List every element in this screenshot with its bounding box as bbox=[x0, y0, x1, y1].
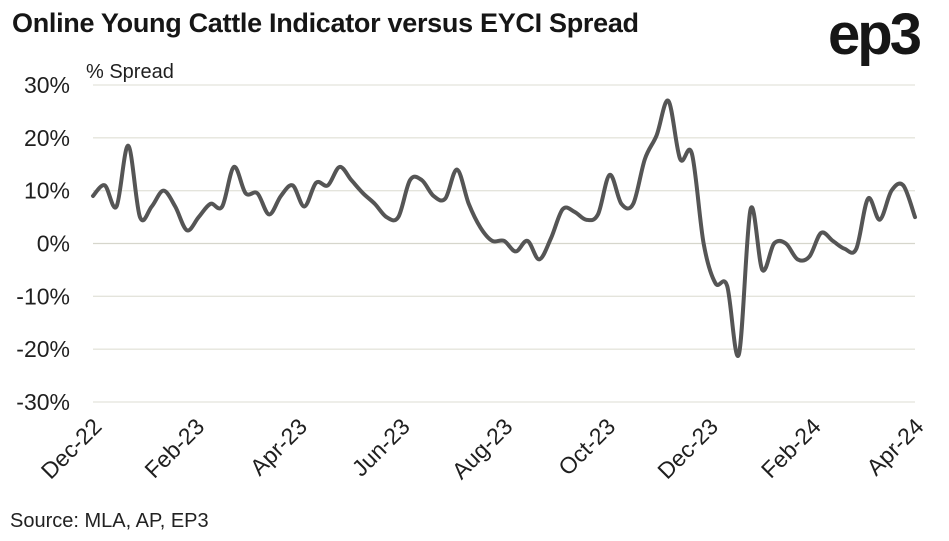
x-tick-label: Jun-23 bbox=[347, 413, 415, 481]
y-tick-label: 0% bbox=[37, 231, 70, 257]
series-layer bbox=[91, 98, 917, 358]
chart-title: Online Young Cattle Indicator versus EYC… bbox=[12, 8, 639, 38]
y-tick-label: 10% bbox=[24, 178, 70, 204]
x-tick-label: Feb-24 bbox=[756, 413, 826, 483]
x-tick-label: Apr-23 bbox=[245, 413, 312, 480]
gridlines bbox=[93, 84, 915, 403]
x-tick-label: Feb-23 bbox=[139, 413, 209, 483]
y-tick-label: -10% bbox=[16, 283, 70, 309]
y-tick-label: 30% bbox=[24, 72, 70, 98]
y-tick-label: 20% bbox=[24, 125, 70, 151]
source-note: Source: MLA, AP, EP3 bbox=[10, 510, 209, 532]
x-tick-label: Dec-22 bbox=[36, 413, 107, 484]
x-tick-label: Oct-23 bbox=[553, 413, 620, 480]
x-tick-label: Aug-23 bbox=[447, 413, 518, 484]
x-tick-label: Dec-23 bbox=[652, 413, 723, 484]
ep3-logo: ep3 bbox=[828, 2, 922, 67]
y-tick-label: -30% bbox=[16, 389, 70, 415]
series-line bbox=[91, 98, 917, 358]
x-axis-ticks: Dec-22 Feb-23 Apr-23 Jun-23 Aug-23 Oct-23 Dec-… bbox=[36, 413, 929, 484]
y-axis-unit-label: % Spread bbox=[86, 61, 174, 83]
y-tick-label: -20% bbox=[16, 336, 70, 362]
y-axis-ticks: 30% 20% 10% 0% -10% -20% -30% bbox=[16, 72, 70, 415]
x-tick-label: Apr-24 bbox=[861, 413, 928, 480]
